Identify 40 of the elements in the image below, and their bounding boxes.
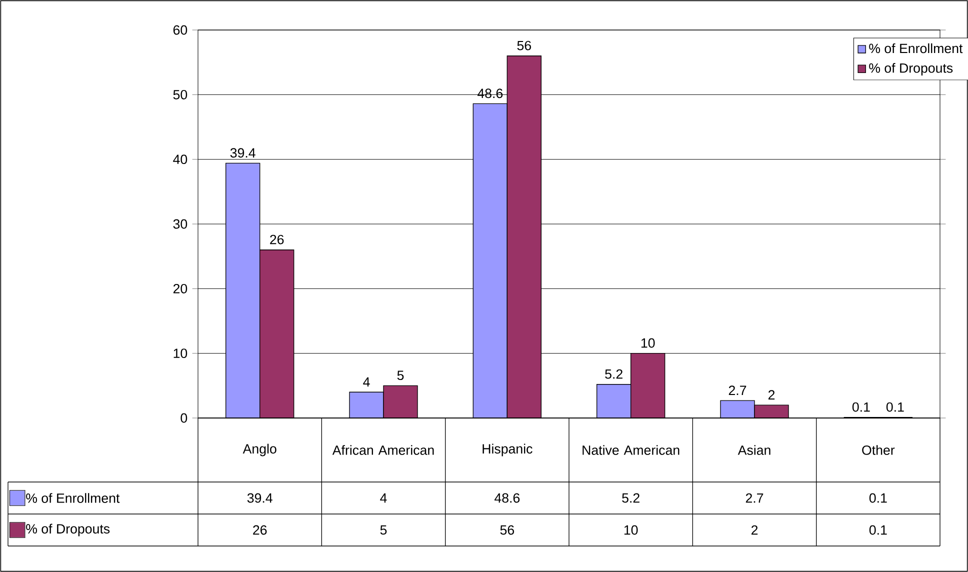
- x-tick-label: Anglo: [242, 444, 276, 456]
- y-tick-label: 30: [173, 219, 188, 229]
- data-label: 10: [624, 525, 638, 535]
- text: 10: [641, 338, 655, 348]
- text: 5.2: [605, 369, 622, 379]
- y-tick-label: 60: [173, 25, 188, 35]
- text: 2.7: [728, 386, 746, 395]
- text: 4: [363, 377, 370, 387]
- y-tick-label: 50: [173, 90, 188, 100]
- data-label: 0.1: [869, 493, 887, 503]
- x-tick-label: Asian: [738, 445, 770, 455]
- text: % of Dropouts: [26, 524, 110, 536]
- data-label: 26: [253, 525, 267, 535]
- text: 0.1: [886, 402, 904, 412]
- x-tick-label: African American: [332, 445, 434, 455]
- x-tick-label: Other: [862, 445, 895, 455]
- text: 26: [270, 234, 284, 244]
- text: 56: [517, 40, 531, 50]
- data-label: 2: [751, 525, 758, 535]
- text: 2: [768, 390, 775, 400]
- legend-label: % of Enrollment: [869, 43, 963, 54]
- text: 5: [397, 370, 404, 380]
- data-label: 2.7: [746, 493, 764, 503]
- x-tick-label: Native American: [582, 445, 680, 455]
- data-label: 48.6: [494, 493, 520, 503]
- text: % of Enrollment: [26, 493, 120, 503]
- data-label: 5: [380, 525, 387, 535]
- y-tick-label: 10: [174, 348, 188, 358]
- text: 39.4: [230, 148, 256, 158]
- x-tick-label: Hispanic: [482, 444, 532, 456]
- data-label: 56: [500, 525, 514, 535]
- y-tick-label: 0: [180, 413, 188, 423]
- y-tick-label: 20: [173, 284, 188, 294]
- data-label: 0.1: [869, 525, 887, 535]
- legend-label: % of Dropouts: [869, 63, 953, 76]
- data-label: 39.4: [247, 493, 272, 503]
- data-label: 4: [380, 493, 387, 503]
- text: 0.1: [852, 402, 870, 412]
- data-label: 5.2: [622, 493, 640, 503]
- y-tick-label: 40: [173, 154, 188, 164]
